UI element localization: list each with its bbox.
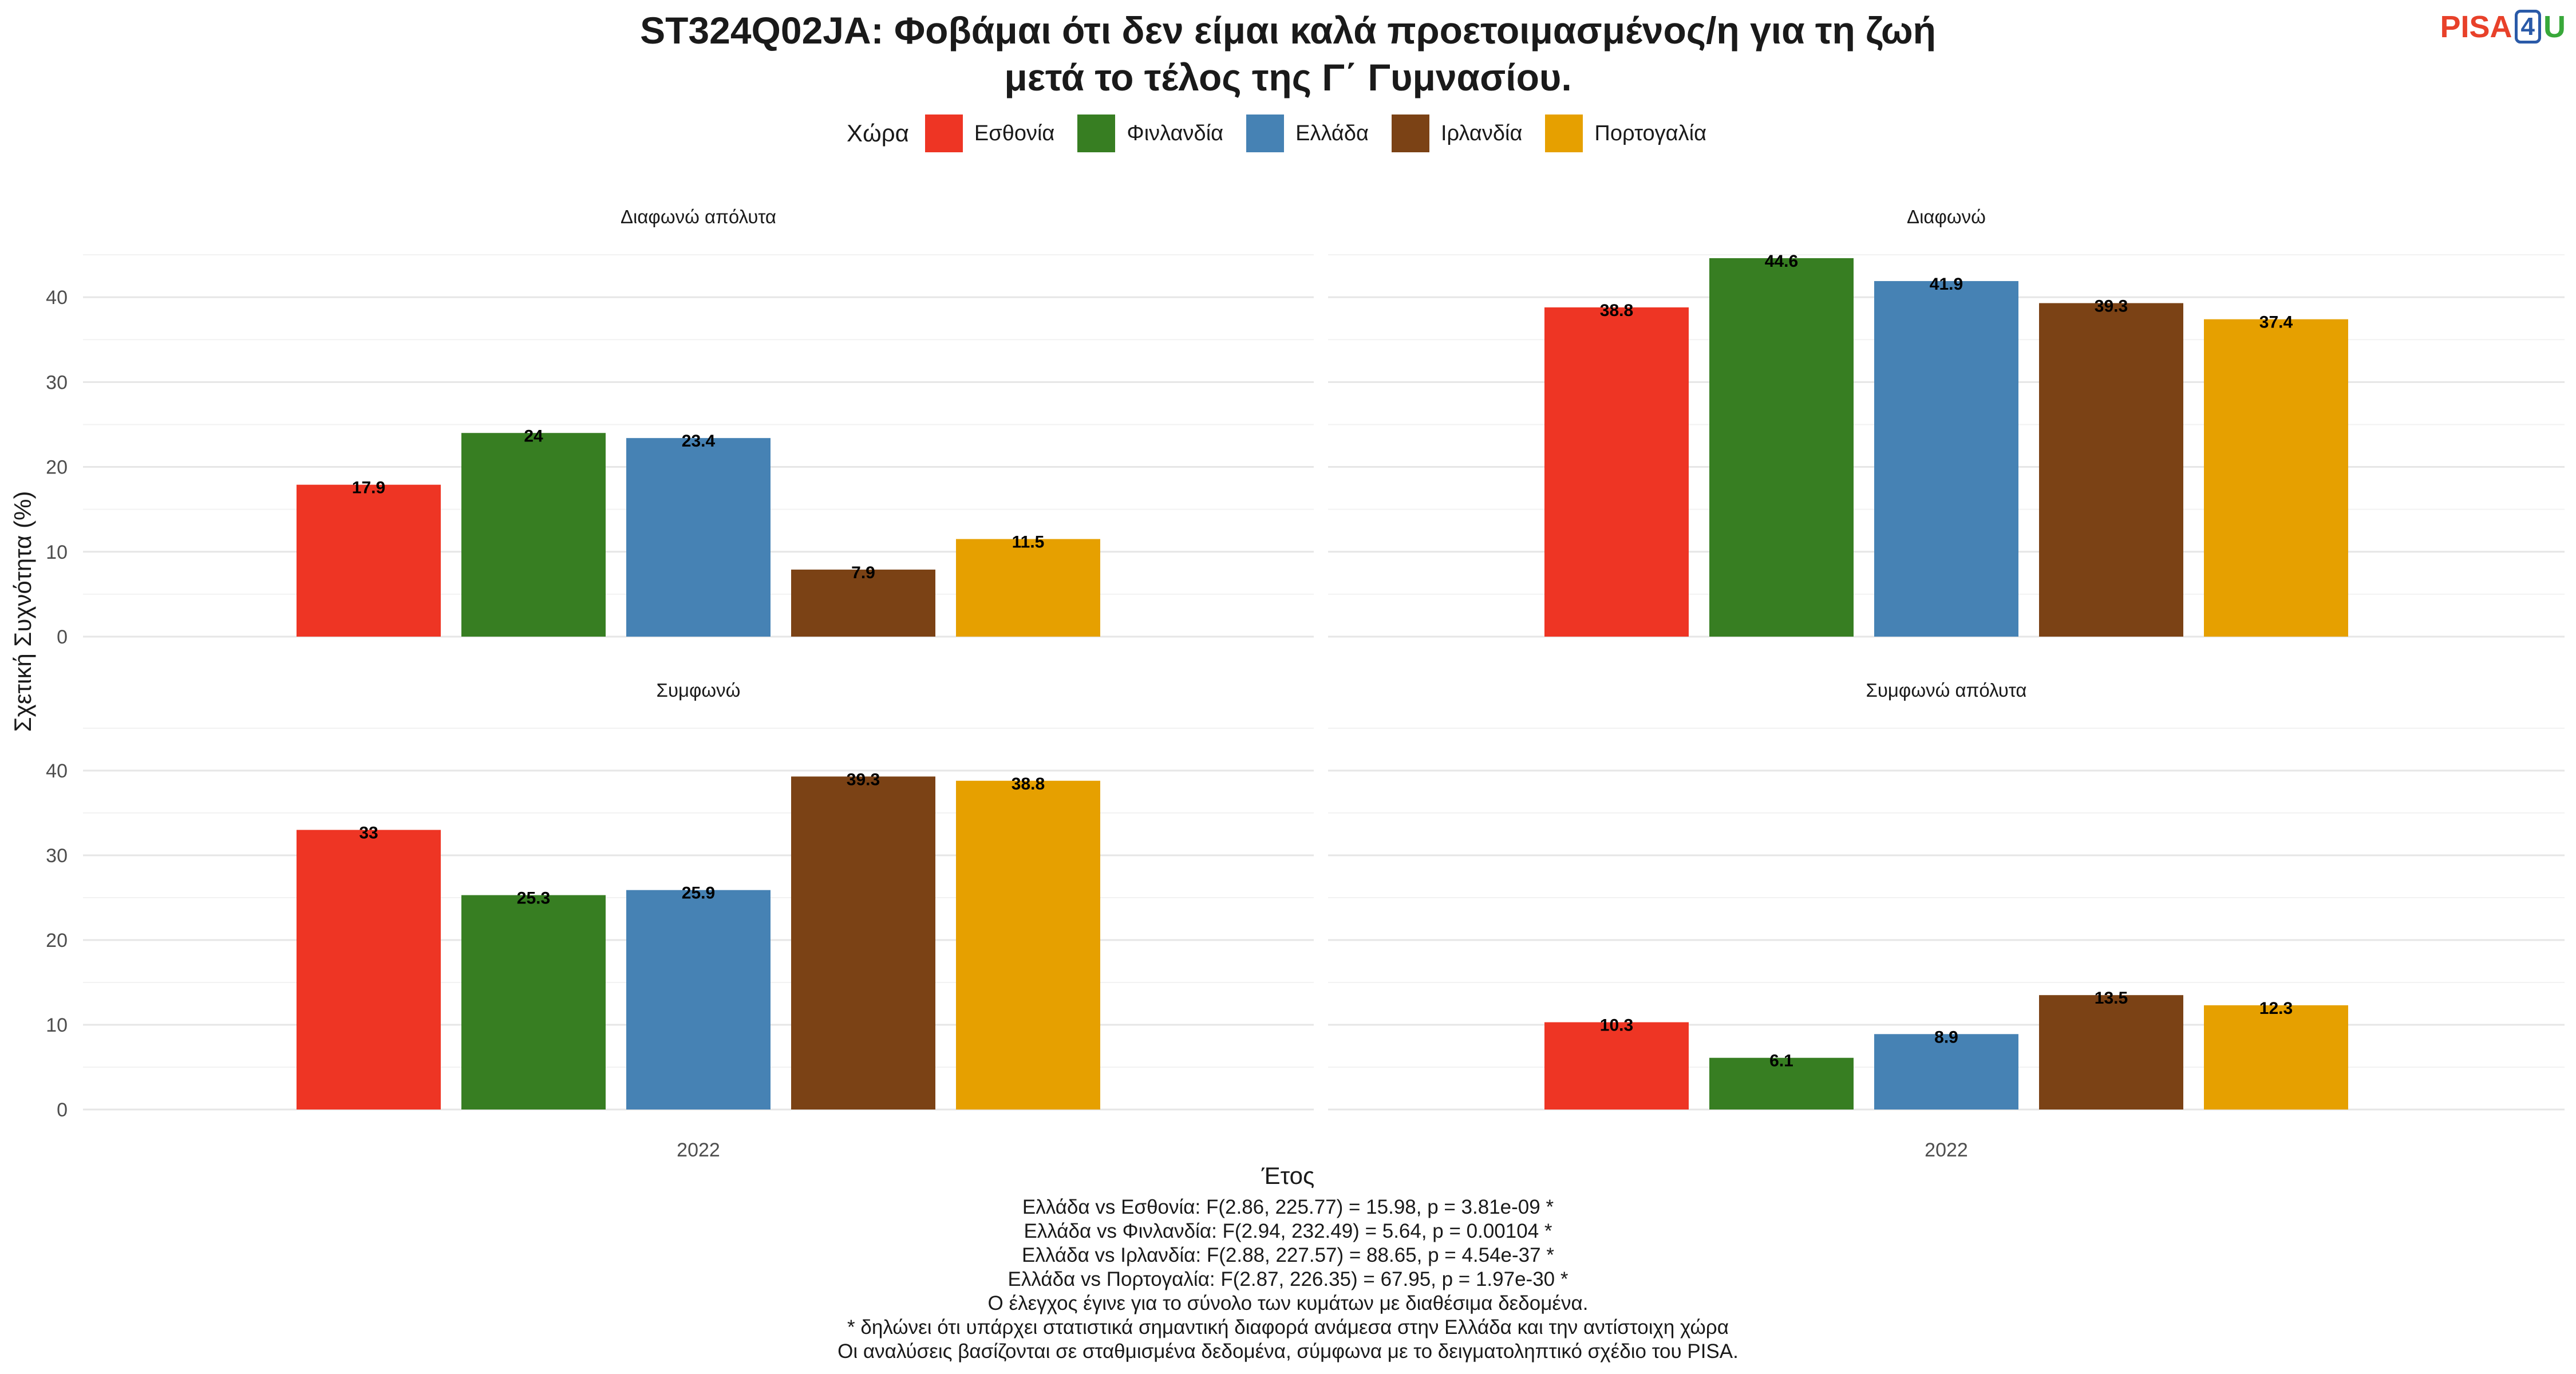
bar-3-4 [2204, 1005, 2348, 1110]
footnotes: Ελλάδα vs Εσθονία: F(2.86, 225.77) = 15.… [0, 1195, 2576, 1364]
data-label-2-4: 38.8 [1012, 775, 1045, 793]
x-axis-title: Έτος [1261, 1162, 1315, 1189]
bar-2-2 [626, 890, 771, 1110]
bar-3-1 [1709, 1057, 1854, 1110]
bar-2-4 [956, 780, 1100, 1110]
legend-swatch-1 [1077, 114, 1116, 152]
facet-label-1: Διαφωνώ [1907, 206, 1986, 227]
pisa4u-logo: PISA 4 U [2440, 9, 2566, 45]
bar-2-1 [461, 895, 606, 1110]
legend-item-3: Ιρλανδία [1392, 114, 1522, 152]
legend-item-0: Εσθονία [924, 114, 1055, 152]
legend-swatch-2 [1246, 114, 1285, 152]
legend-swatch-3 [1392, 114, 1429, 152]
bar-0-3 [791, 569, 935, 637]
chart-title-line1: ST324Q02JA: Φοβάμαι ότι δεν είμαι καλά π… [640, 9, 1936, 52]
legend-swatch-4 [1545, 114, 1583, 152]
legend-label-2: Ελλάδα [1295, 121, 1369, 145]
legend-item-4: Πορτογαλία [1545, 114, 1706, 152]
data-label-2-3: 39.3 [847, 770, 880, 789]
facet-label-0: Διαφωνώ απόλυτα [621, 206, 776, 227]
data-label-3-1: 6.1 [1769, 1052, 1793, 1071]
footnote-line-5: * δηλώνει ότι υπάρχει στατιστικά σημαντι… [847, 1316, 1729, 1339]
footnote-line-4: Ο έλεγχος έγινε για το σύνολο των κυμάτω… [987, 1292, 1589, 1314]
data-label-1-4: 37.4 [2259, 313, 2293, 332]
bar-3-2 [1874, 1034, 2018, 1110]
data-label-0-2: 23.4 [682, 432, 716, 451]
facet-label-2: Συμφωνώ [657, 680, 741, 701]
footnote-line-6: Οι αναλύσεις βασίζονται σε σταθμισμένα δ… [837, 1340, 1739, 1363]
y-tick-label-0-0: 0 [57, 626, 68, 648]
legend-label-3: Ιρλανδία [1441, 121, 1523, 145]
bar-0-2 [626, 438, 771, 637]
bar-0-0 [297, 484, 441, 637]
x-tick-label-3: 2022 [1925, 1139, 1968, 1161]
legend: Χώρα Εσθονία Φινλανδία Ελλάδα Ιρλανδία Πορτο… [0, 114, 2576, 152]
y-tick-label-2-30: 30 [46, 845, 68, 867]
legend-title: Χώρα [846, 120, 909, 147]
bar-3-0 [1544, 1022, 1689, 1110]
data-label-0-0: 17.9 [352, 479, 385, 498]
data-label-1-2: 41.9 [1930, 275, 1963, 294]
logo-text-pisa: PISA [2440, 10, 2512, 44]
data-label-0-4: 11.5 [1012, 533, 1045, 552]
y-tick-label-0-20: 20 [46, 457, 68, 479]
data-label-0-3: 7.9 [851, 563, 875, 582]
legend-label-4: Πορτογαλία [1594, 121, 1707, 145]
y-tick-label-2-0: 0 [57, 1099, 68, 1121]
legend-swatch-0 [924, 114, 963, 152]
data-label-1-3: 39.3 [2095, 297, 2128, 315]
logo-text-u: U [2543, 10, 2566, 44]
y-tick-label-0-10: 10 [46, 542, 68, 563]
data-label-3-2: 8.9 [1934, 1028, 1958, 1047]
bar-3-3 [2039, 995, 2183, 1110]
facet-label-3: Συμφωνώ απόλυτα [1866, 680, 2026, 701]
data-label-2-0: 33 [359, 824, 378, 843]
data-label-3-0: 10.3 [1600, 1016, 1633, 1035]
data-label-1-1: 44.6 [1765, 252, 1798, 271]
data-label-2-2: 25.9 [682, 884, 715, 903]
chart-title-line2: μετά το τέλος της Γ΄ Γυμνασίου. [1004, 56, 1572, 98]
bar-2-0 [297, 830, 441, 1110]
data-label-2-1: 25.3 [517, 889, 550, 908]
legend-label-0: Εσθονία [974, 121, 1055, 145]
data-label-3-3: 13.5 [2095, 989, 2128, 1008]
y-axis-title: Σχετική Συχνότητα (%) [9, 491, 36, 732]
bar-0-4 [956, 539, 1100, 637]
y-tick-label-0-30: 30 [46, 372, 68, 393]
legend-item-2: Ελλάδα [1246, 114, 1369, 152]
y-tick-label-2-10: 10 [46, 1014, 68, 1036]
data-label-0-1: 24 [524, 427, 543, 445]
legend-label-1: Φινλανδία [1127, 121, 1224, 145]
data-label-3-4: 12.3 [2259, 999, 2293, 1018]
legend-item-1: Φινλανδία [1077, 114, 1223, 152]
bar-2-3 [791, 776, 935, 1110]
y-tick-label-2-40: 40 [46, 760, 68, 782]
bar-1-4 [2204, 319, 2348, 637]
bar-1-2 [1874, 281, 2018, 637]
x-tick-label-2: 2022 [677, 1139, 720, 1161]
bar-1-1 [1709, 258, 1854, 637]
logo-text-4: 4 [2514, 10, 2541, 44]
y-tick-label-0-40: 40 [46, 287, 68, 309]
footnote-line-3: Ελλάδα vs Πορτογαλία: F(2.87, 226.35) = … [1008, 1268, 1568, 1290]
bar-1-0 [1544, 307, 1689, 637]
footnote-line-0: Ελλάδα vs Εσθονία: F(2.86, 225.77) = 15.… [1022, 1196, 1554, 1218]
bar-1-3 [2039, 303, 2183, 637]
y-tick-label-2-20: 20 [46, 930, 68, 951]
footnote-line-2: Ελλάδα vs Ιρλανδία: F(2.88, 227.57) = 88… [1022, 1244, 1554, 1266]
footnote-line-1: Ελλάδα vs Φινλανδία: F(2.94, 232.49) = 5… [1024, 1220, 1552, 1242]
bar-0-1 [461, 433, 606, 637]
data-label-1-0: 38.8 [1600, 301, 1633, 320]
